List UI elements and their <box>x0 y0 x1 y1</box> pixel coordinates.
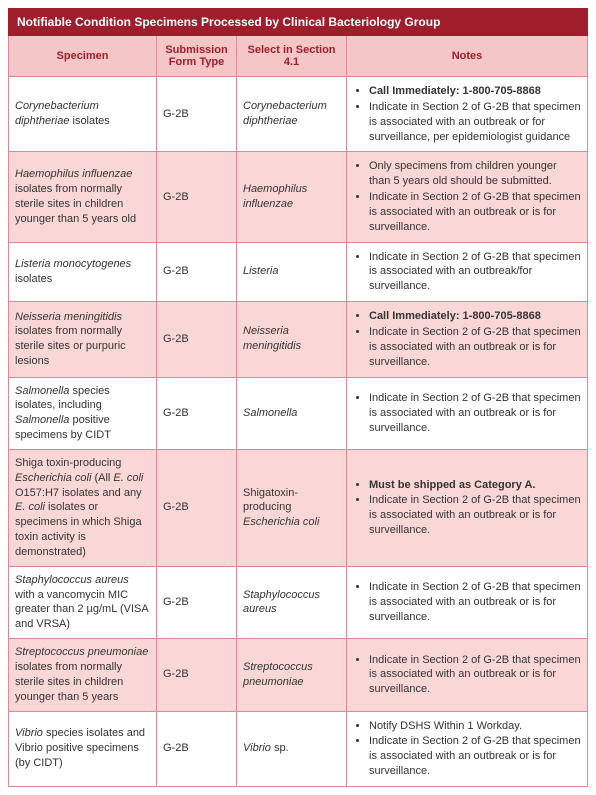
cell-specimen: Listeria monocytogenes isolates <box>9 242 157 302</box>
table-title-row: Notifiable Condition Specimens Processed… <box>9 9 588 36</box>
notes-list: Indicate in Section 2 of G-2B that speci… <box>353 250 581 295</box>
cell-notes: Call Immediately: 1-800-705-8868Indicate… <box>347 77 588 152</box>
cell-select: Listeria <box>237 242 347 302</box>
cell-select: Neisseria meningitidis <box>237 302 347 377</box>
note-item: Indicate in Section 2 of G-2B that speci… <box>369 653 581 698</box>
cell-notes: Notify DSHS Within 1 Workday.Indicate in… <box>347 711 588 786</box>
cell-notes: Call Immediately: 1-800-705-8868Indicate… <box>347 302 588 377</box>
note-item: Indicate in Section 2 of G-2B that speci… <box>369 580 581 625</box>
notes-list: Indicate in Section 2 of G-2B that speci… <box>353 391 581 436</box>
cell-select: Staphylococcus aureus <box>237 566 347 638</box>
table-row: Listeria monocytogenes isolatesG-2BListe… <box>9 242 588 302</box>
cell-form: G-2B <box>157 639 237 711</box>
notes-list: Indicate in Section 2 of G-2B that speci… <box>353 580 581 625</box>
table-title: Notifiable Condition Specimens Processed… <box>9 9 588 36</box>
note-item: Indicate in Section 2 of G-2B that speci… <box>369 734 581 779</box>
note-item: Must be shipped as Category A. <box>369 478 581 493</box>
cell-select: Shigatoxin-producing Escherichia coli <box>237 449 347 566</box>
col-header-form: Submission Form Type <box>157 36 237 77</box>
note-item: Call Immediately: 1-800-705-8868 <box>369 84 581 99</box>
notes-list: Must be shipped as Category A.Indicate i… <box>353 478 581 538</box>
notes-list: Call Immediately: 1-800-705-8868Indicate… <box>353 84 581 144</box>
cell-specimen: Streptococcus pneumoniae isolates from n… <box>9 639 157 711</box>
notes-list: Only specimens from children younger tha… <box>353 159 581 234</box>
note-item: Indicate in Section 2 of G-2B that speci… <box>369 493 581 538</box>
table-row: Vibrio species isolates and Vibrio posit… <box>9 711 588 786</box>
cell-form: G-2B <box>157 566 237 638</box>
col-header-specimen: Specimen <box>9 36 157 77</box>
table-row: Shiga toxin-producing Escherichia coli (… <box>9 449 588 566</box>
cell-notes: Indicate in Section 2 of G-2B that speci… <box>347 639 588 711</box>
table-row: Corynebacterium diphtheriae isolatesG-2B… <box>9 77 588 152</box>
cell-select: Vibrio sp. <box>237 711 347 786</box>
col-header-select: Select in Section 4.1 <box>237 36 347 77</box>
notes-list: Indicate in Section 2 of G-2B that speci… <box>353 653 581 698</box>
table-row: Haemophilus influenzae isolates from nor… <box>9 152 588 242</box>
note-item: Only specimens from children younger tha… <box>369 159 581 189</box>
note-item: Indicate in Section 2 of G-2B that speci… <box>369 100 581 145</box>
cell-specimen: Salmonella species isolates, including S… <box>9 377 157 449</box>
cell-specimen: Corynebacterium diphtheriae isolates <box>9 77 157 152</box>
table-row: Streptococcus pneumoniae isolates from n… <box>9 639 588 711</box>
cell-form: G-2B <box>157 449 237 566</box>
cell-notes: Must be shipped as Category A.Indicate i… <box>347 449 588 566</box>
cell-form: G-2B <box>157 377 237 449</box>
cell-select: Salmonella <box>237 377 347 449</box>
specimens-table: Notifiable Condition Specimens Processed… <box>8 8 588 787</box>
cell-form: G-2B <box>157 152 237 242</box>
note-item: Indicate in Section 2 of G-2B that speci… <box>369 391 581 436</box>
cell-select: Corynebacterium diphtheriae <box>237 77 347 152</box>
cell-form: G-2B <box>157 77 237 152</box>
note-item: Call Immediately: 1-800-705-8868 <box>369 309 581 324</box>
cell-form: G-2B <box>157 302 237 377</box>
cell-notes: Only specimens from children younger tha… <box>347 152 588 242</box>
note-item: Indicate in Section 2 of G-2B that speci… <box>369 250 581 295</box>
notes-list: Notify DSHS Within 1 Workday.Indicate in… <box>353 719 581 779</box>
cell-notes: Indicate in Section 2 of G-2B that speci… <box>347 242 588 302</box>
note-item: Notify DSHS Within 1 Workday. <box>369 719 581 734</box>
cell-specimen: Shiga toxin-producing Escherichia coli (… <box>9 449 157 566</box>
cell-select: Streptococcus pneumoniae <box>237 639 347 711</box>
table-row: Neisseria meningitidis isolates from nor… <box>9 302 588 377</box>
note-item: Indicate in Section 2 of G-2B that speci… <box>369 325 581 370</box>
cell-form: G-2B <box>157 242 237 302</box>
col-header-notes: Notes <box>347 36 588 77</box>
table-row: Staphylococcus aureus with a vancomycin … <box>9 566 588 638</box>
note-item: Indicate in Section 2 of G-2B that speci… <box>369 190 581 235</box>
cell-select: Haemophilus influenzae <box>237 152 347 242</box>
cell-specimen: Neisseria meningitidis isolates from nor… <box>9 302 157 377</box>
cell-notes: Indicate in Section 2 of G-2B that speci… <box>347 566 588 638</box>
notes-list: Call Immediately: 1-800-705-8868Indicate… <box>353 309 581 369</box>
table-header-row: Specimen Submission Form Type Select in … <box>9 36 588 77</box>
table-row: Salmonella species isolates, including S… <box>9 377 588 449</box>
cell-notes: Indicate in Section 2 of G-2B that speci… <box>347 377 588 449</box>
cell-form: G-2B <box>157 711 237 786</box>
cell-specimen: Haemophilus influenzae isolates from nor… <box>9 152 157 242</box>
cell-specimen: Vibrio species isolates and Vibrio posit… <box>9 711 157 786</box>
cell-specimen: Staphylococcus aureus with a vancomycin … <box>9 566 157 638</box>
